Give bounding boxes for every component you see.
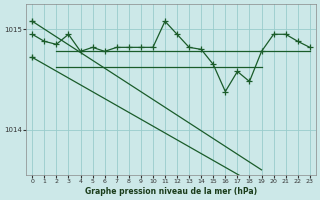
- X-axis label: Graphe pression niveau de la mer (hPa): Graphe pression niveau de la mer (hPa): [85, 187, 257, 196]
